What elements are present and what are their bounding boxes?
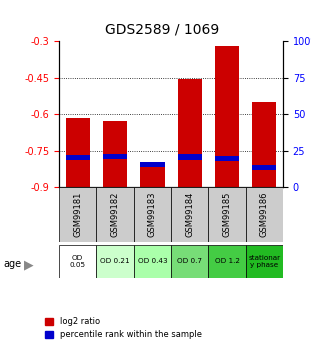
Text: GSM99181: GSM99181 <box>73 191 82 237</box>
FancyBboxPatch shape <box>208 245 246 278</box>
FancyBboxPatch shape <box>208 187 246 241</box>
Bar <box>215 156 239 161</box>
Bar <box>103 121 127 187</box>
FancyBboxPatch shape <box>59 187 96 241</box>
Text: ▶: ▶ <box>24 258 33 272</box>
Bar <box>66 118 90 187</box>
Text: OD 1.2: OD 1.2 <box>215 258 239 264</box>
Bar <box>140 165 165 187</box>
FancyBboxPatch shape <box>246 245 283 278</box>
Text: OD 0.43: OD 0.43 <box>137 258 167 264</box>
Bar <box>66 155 90 160</box>
Bar <box>178 79 202 187</box>
FancyBboxPatch shape <box>246 187 283 241</box>
FancyBboxPatch shape <box>171 187 208 241</box>
Text: age: age <box>3 259 21 269</box>
FancyBboxPatch shape <box>171 245 208 278</box>
FancyBboxPatch shape <box>134 245 171 278</box>
Text: GSM99185: GSM99185 <box>223 191 231 237</box>
FancyBboxPatch shape <box>96 245 134 278</box>
Text: GDS2589 / 1069: GDS2589 / 1069 <box>104 22 219 37</box>
Bar <box>178 155 202 160</box>
Bar <box>215 46 239 187</box>
Bar <box>252 101 276 187</box>
Text: OD
0.05: OD 0.05 <box>70 255 86 268</box>
Text: GSM99184: GSM99184 <box>185 191 194 237</box>
FancyBboxPatch shape <box>134 187 171 241</box>
Bar <box>140 162 165 167</box>
Text: OD 0.21: OD 0.21 <box>100 258 130 264</box>
FancyBboxPatch shape <box>59 245 96 278</box>
Text: GSM99182: GSM99182 <box>111 191 119 237</box>
Text: GSM99183: GSM99183 <box>148 191 157 237</box>
FancyBboxPatch shape <box>96 187 134 241</box>
Text: stationar
y phase: stationar y phase <box>248 255 281 268</box>
Text: OD 0.7: OD 0.7 <box>177 258 202 264</box>
Bar <box>252 165 276 170</box>
Bar <box>103 154 127 159</box>
Text: GSM99186: GSM99186 <box>260 191 269 237</box>
Legend: log2 ratio, percentile rank within the sample: log2 ratio, percentile rank within the s… <box>44 317 202 339</box>
